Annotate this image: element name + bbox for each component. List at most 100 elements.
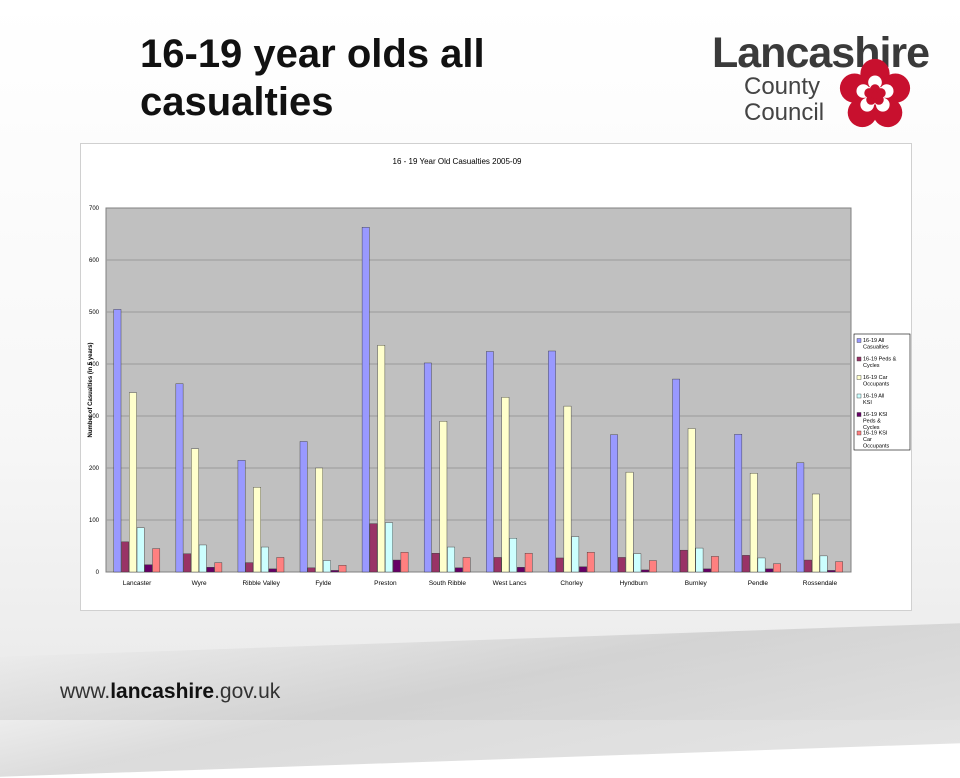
y-tick-label: 100 <box>89 518 100 524</box>
bar <box>680 549 688 573</box>
bar <box>517 567 525 573</box>
bar <box>323 560 331 573</box>
y-axis-label: Number of Casualties (in 5 years) <box>88 342 94 437</box>
bar <box>749 473 758 573</box>
title-line-1: 16-19 year olds all <box>140 32 485 76</box>
y-axis-ticks: 0 100 200 300 400 500 600 700 <box>89 206 100 576</box>
bar <box>462 557 471 573</box>
bar <box>261 546 269 573</box>
logo-wordmark: Lancashire <box>712 29 930 77</box>
bar <box>773 563 781 573</box>
bar <box>237 460 246 573</box>
bar <box>330 570 339 573</box>
x-tick-label: Wyre <box>192 580 207 587</box>
plot-area <box>105 207 852 573</box>
y-tick-label: 0 <box>96 570 100 576</box>
footer-url-bold: lancashire <box>110 680 215 703</box>
bar <box>400 552 409 573</box>
bar <box>392 559 401 573</box>
bar <box>315 467 323 573</box>
legend-label: 16-19 Peds & Cycles <box>863 357 897 370</box>
x-tick-label: Burnley <box>685 580 708 587</box>
legend-label: 16-19 KSI Peds & Cycles <box>863 412 888 431</box>
bar <box>183 553 192 573</box>
bar <box>610 434 618 573</box>
bar <box>765 568 774 573</box>
bar <box>276 557 285 573</box>
legend-swatch <box>856 393 862 399</box>
title-line-2: casualties <box>140 80 334 124</box>
legend-label-line: Occupants <box>863 382 890 388</box>
bar <box>129 392 137 573</box>
y-tick-label: 600 <box>89 258 100 264</box>
legend-label: 16-19 Car Occupants <box>863 375 890 388</box>
legend-box <box>853 333 911 451</box>
footer-url[interactable]: www.lancashire.gov.uk <box>60 680 280 704</box>
bar <box>633 553 642 573</box>
x-tick-label: Fylde <box>315 580 331 587</box>
x-axis-ticks: Lancaster Wyre Ribble Valley Fylde Preston So… <box>123 580 838 587</box>
bar <box>121 541 129 573</box>
bar <box>524 553 533 573</box>
legend-swatch <box>856 338 862 343</box>
bar <box>571 536 580 573</box>
bar <box>385 522 393 573</box>
legend-label-line: Cycles <box>863 363 880 369</box>
legend-label-line: Cycles <box>863 425 880 431</box>
legend-swatch <box>856 356 862 362</box>
bar <box>175 383 184 573</box>
bar <box>617 557 626 573</box>
bar <box>625 471 634 573</box>
bar <box>563 405 572 573</box>
legend-label-line: Car <box>863 437 872 443</box>
bar <box>431 553 440 573</box>
bar <box>113 309 122 573</box>
bar <box>742 555 750 573</box>
y-tick-label: 400 <box>89 362 100 368</box>
bar <box>338 565 347 573</box>
legend-label-line: 16-19 KSI <box>863 431 888 437</box>
bar <box>672 378 680 573</box>
bar <box>144 564 153 573</box>
footer-url-suffix: .gov.uk <box>214 680 281 703</box>
legend-label-line: 16-19 Peds & <box>863 357 897 363</box>
bar <box>819 555 828 573</box>
bar <box>377 345 386 573</box>
x-tick-label: Hyndburn <box>620 580 649 587</box>
bar <box>579 566 587 573</box>
x-tick-label: Preston <box>374 580 397 587</box>
bar <box>486 351 494 573</box>
bar <box>835 561 843 573</box>
bar <box>757 557 766 573</box>
bar <box>586 552 595 573</box>
legend-label-line: 16-19 Car <box>863 375 888 381</box>
page-title: 16-19 year olds all casualties <box>140 30 660 126</box>
chart-title: 16 - 19 Year Old Casualties 2005-09 <box>393 157 523 166</box>
bar <box>703 568 712 573</box>
bar <box>299 441 308 573</box>
x-tick-label: West Lancs <box>493 580 528 587</box>
y-tick-label: 700 <box>89 206 100 212</box>
bar <box>501 397 510 573</box>
x-tick-label: Pendle <box>748 580 769 587</box>
bar <box>548 350 556 573</box>
bar <box>136 527 145 573</box>
logo-county: County <box>744 73 821 100</box>
legend-label: 16-19 KSI Car Occupants <box>863 431 890 450</box>
legend-label-line: 16-19 All <box>863 394 884 400</box>
legend-swatch <box>856 430 862 436</box>
bar <box>423 362 432 573</box>
bar <box>695 547 704 573</box>
bar <box>493 557 502 573</box>
bar <box>641 569 649 573</box>
legend-label-line: 16-19 All <box>863 338 884 344</box>
bar <box>447 546 455 573</box>
bar <box>827 570 836 573</box>
bar <box>152 548 161 573</box>
bar <box>191 448 199 573</box>
bar <box>198 544 207 573</box>
footer-url-prefix: www. <box>60 680 111 703</box>
bar <box>649 560 657 573</box>
bar <box>687 428 696 573</box>
